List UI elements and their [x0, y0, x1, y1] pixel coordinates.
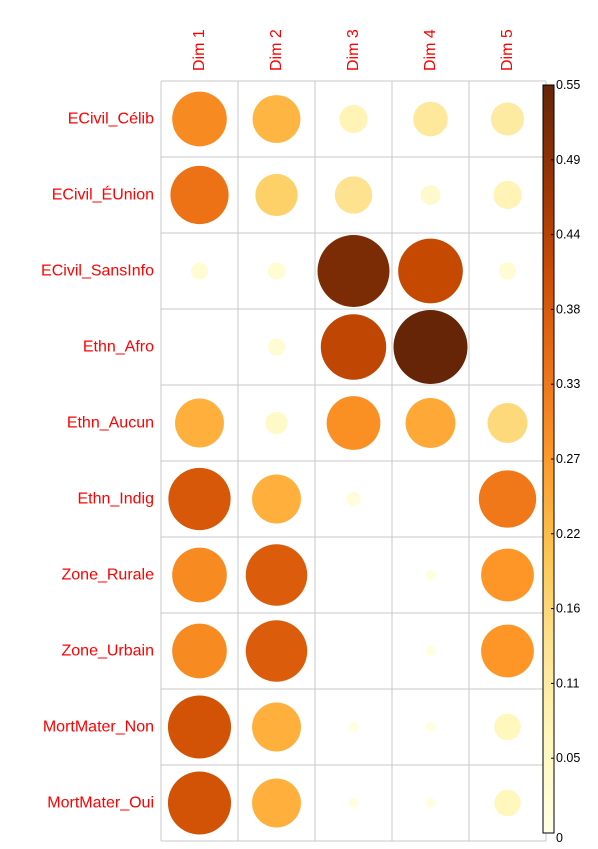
- row-label: ECivil_SansInfo: [41, 263, 154, 280]
- cell-circle: [406, 398, 456, 448]
- row-label: Zone_Urbain: [62, 643, 155, 660]
- cell-circle: [191, 262, 208, 279]
- cell-circle: [172, 92, 227, 147]
- row-label: Zone_Rurale: [62, 567, 155, 584]
- cell-circle: [493, 181, 521, 209]
- colorbar-tick-label: 0.49: [556, 153, 580, 167]
- cell-circle: [499, 262, 516, 279]
- cell-circle: [413, 102, 448, 137]
- colorbar: 0 0.05 0.11 0.16 0.22 0.27 0.33 0.38 0.44 0.49 0.5…: [543, 78, 580, 845]
- column-label: Dim 4: [422, 29, 439, 71]
- colorbar-tick-label: 0.11: [556, 676, 579, 690]
- cell-circle: [426, 646, 436, 656]
- cell-circle: [426, 798, 436, 808]
- cell-circle: [327, 396, 381, 450]
- column-label: Dim 5: [499, 29, 516, 71]
- cell-circle: [252, 475, 301, 524]
- cell-circle: [491, 102, 524, 135]
- cell-circle: [335, 176, 372, 213]
- cell-circle: [168, 695, 231, 758]
- cell-circle: [339, 105, 367, 133]
- row-label: ECivil_ÉUnion: [52, 185, 154, 204]
- cell-circle: [246, 620, 308, 682]
- cell-circle: [349, 798, 359, 808]
- cell-circle: [394, 310, 468, 384]
- row-label: ECivil_Célib: [68, 111, 154, 128]
- cell-circle: [426, 722, 436, 732]
- colorbar-tick-label: 0.33: [556, 377, 580, 391]
- cell-circle: [175, 399, 224, 448]
- cell-circle: [268, 262, 285, 279]
- cell-circle: [494, 714, 520, 740]
- cell-circle: [252, 703, 301, 752]
- cell-circle: [321, 314, 386, 379]
- row-label: Ethn_Afro: [83, 339, 154, 356]
- row-label: MortMater_Non: [43, 719, 154, 736]
- row-label: MortMater_Oui: [47, 795, 154, 812]
- colorbar-tick-label: 0.55: [556, 78, 580, 92]
- cell-circle: [168, 771, 231, 834]
- colorbar-tick-label: 0.27: [556, 452, 580, 466]
- column-label: Dim 2: [268, 29, 285, 71]
- cell-circle: [426, 570, 436, 580]
- colorbar-tick-label: 0.16: [556, 602, 580, 616]
- colorbar-tick-label: 0.44: [556, 228, 580, 242]
- row-labels: ECivil_Célib ECivil_ÉUnion ECivil_SansInfo…: [41, 111, 154, 812]
- colorbar-tick-label: 0.38: [556, 302, 580, 316]
- cell-circle: [494, 790, 520, 816]
- column-labels: Dim 1 Dim 2 Dim 3 Dim 4 Dim 5: [191, 29, 516, 71]
- cell-circle: [168, 468, 230, 530]
- cell-circle: [481, 625, 534, 678]
- cell-circle: [170, 166, 228, 224]
- colorbar-tick-label: 0.22: [556, 527, 580, 541]
- cell-circle: [255, 174, 297, 216]
- colorbar-tick-label: 0: [556, 831, 563, 845]
- colorbar-tick-label: 0.05: [556, 751, 580, 765]
- cell-circle: [268, 338, 285, 355]
- cell-circle: [346, 492, 360, 506]
- circle-markers: [168, 92, 536, 835]
- cell-circle: [253, 95, 301, 143]
- cell-circle: [479, 470, 536, 527]
- cell-circle: [398, 239, 463, 304]
- cell-circle: [421, 185, 441, 205]
- cell-circle: [265, 412, 287, 434]
- cell-circle: [246, 544, 308, 606]
- row-label: Ethn_Indig: [77, 491, 154, 508]
- cell-circle: [172, 548, 227, 603]
- cell-circle: [349, 722, 359, 732]
- cell-circle: [318, 235, 390, 307]
- row-label: Ethn_Aucun: [67, 415, 154, 432]
- cell-circle: [172, 624, 227, 679]
- column-label: Dim 1: [191, 29, 208, 71]
- cell-circle: [481, 549, 534, 602]
- cell-circle: [252, 779, 301, 828]
- cell-circle: [488, 403, 528, 443]
- column-label: Dim 3: [345, 29, 362, 71]
